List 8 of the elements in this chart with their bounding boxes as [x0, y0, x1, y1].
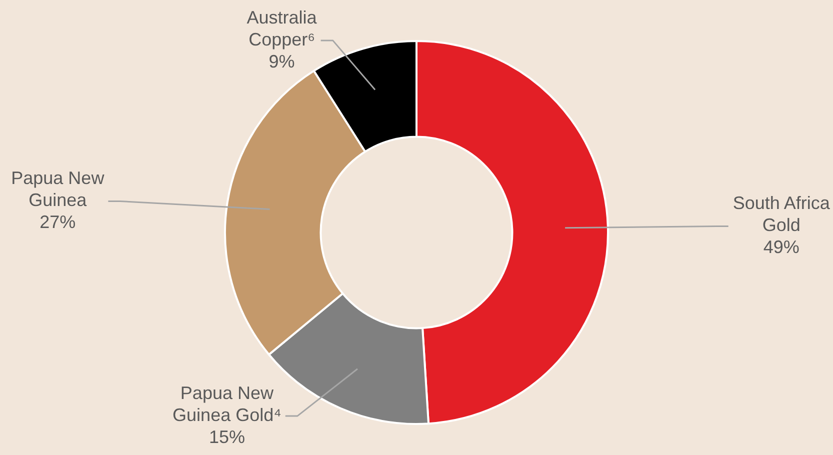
data-label: 27%	[40, 212, 76, 232]
slice-label: South Africa Gold	[732, 193, 831, 236]
slice-label: Australia Copper⁶	[246, 7, 318, 50]
data-label: 15%	[208, 427, 245, 448]
slice-label: Papua New Guinea	[11, 168, 106, 210]
data-label: 9%	[268, 51, 295, 72]
slice-label: Papua New Guinea Gold⁴	[172, 383, 282, 426]
data-label: 49%	[763, 237, 800, 258]
